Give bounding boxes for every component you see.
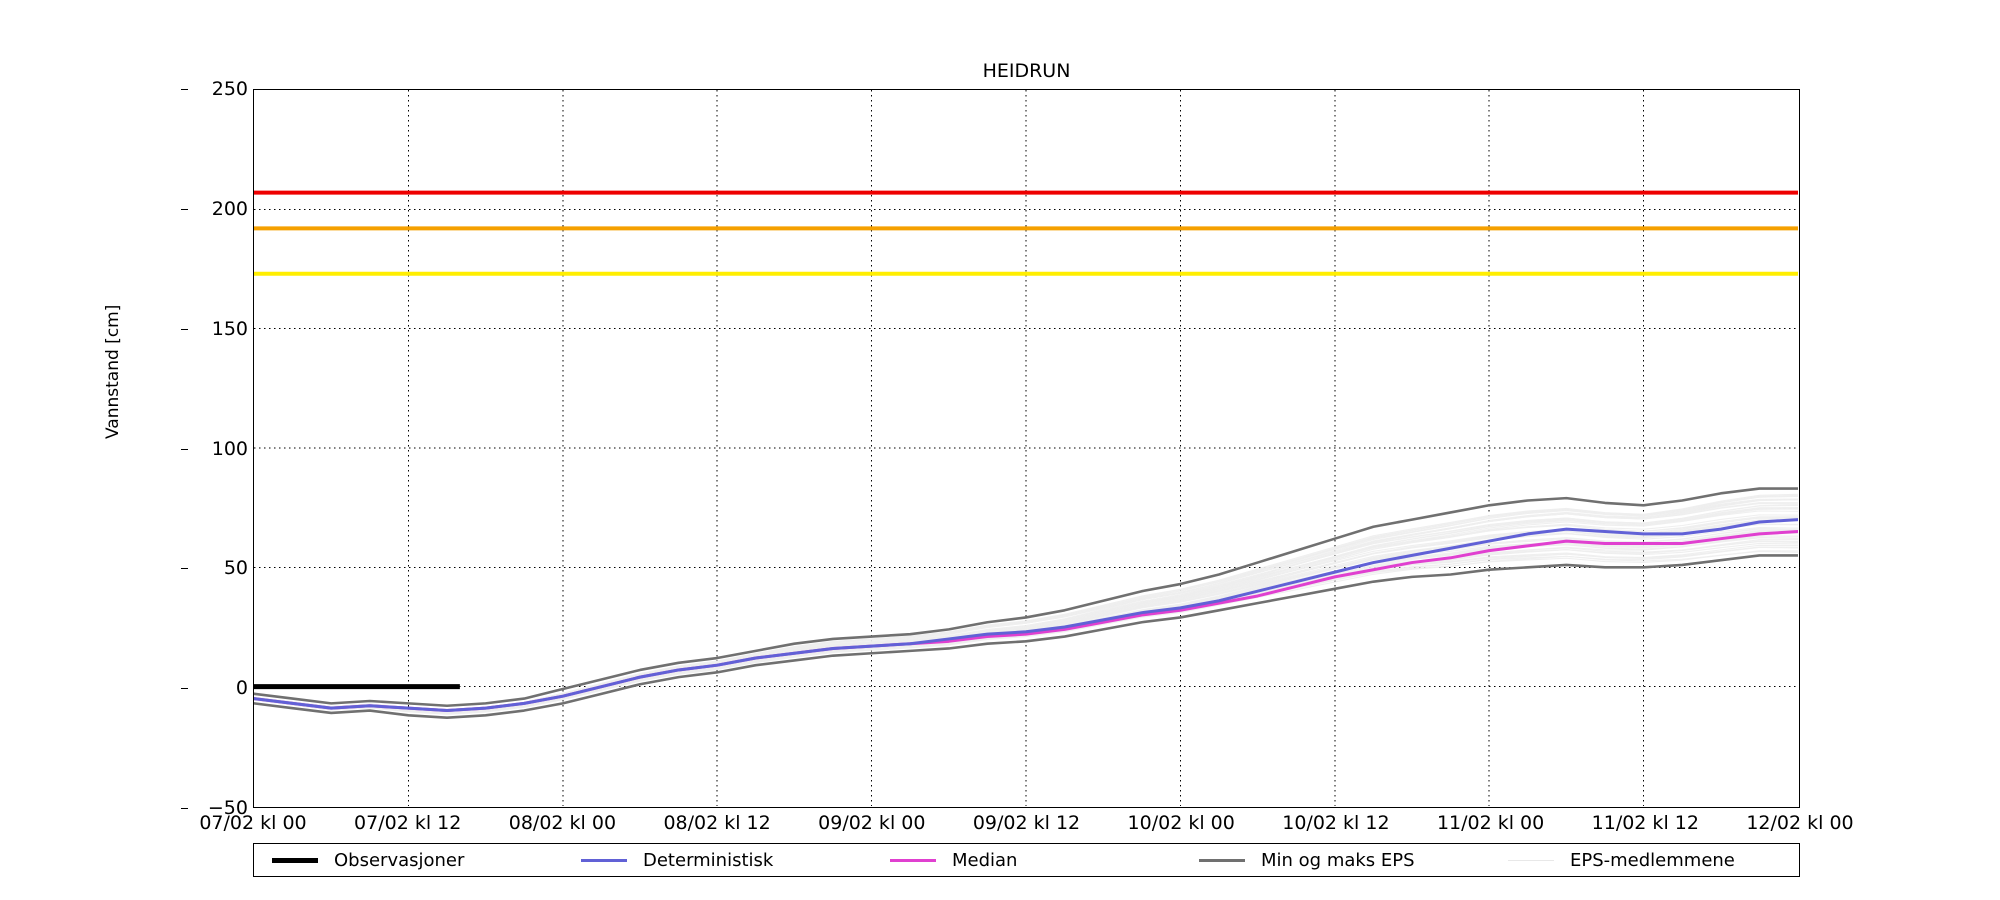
- legend-swatch-line-icon: [890, 858, 936, 862]
- x-axis-tick-label: 07/02 kl 12: [354, 812, 462, 834]
- x-axis-tick-label: 11/02 kl 12: [1591, 812, 1699, 834]
- x-axis-tick-label: 09/02 kl 12: [972, 812, 1081, 834]
- legend-item-label: Deterministisk: [643, 849, 774, 871]
- y-axis-tick-mark: [181, 208, 188, 210]
- y-axis-tick-label: −50: [181, 797, 248, 819]
- legend-item[interactable]: EPS-medlemmene: [1490, 850, 1799, 871]
- legend-item-label: Observasjoner: [334, 849, 465, 871]
- legend-swatch-line-icon: [581, 858, 627, 862]
- legend-swatch-line-icon: [272, 857, 318, 863]
- y-axis-label: Vannstand [cm]: [102, 304, 123, 439]
- plot-area: [253, 89, 1800, 808]
- chart-legend: Observasjoner Deterministisk Median Min og …: [253, 843, 1800, 877]
- chart-title: HEIDRUN: [982, 60, 1071, 82]
- legend-item[interactable]: Median: [872, 850, 1181, 871]
- x-axis-tick-label: 11/02 kl 00: [1436, 812, 1545, 834]
- legend-item[interactable]: Min og maks EPS: [1181, 850, 1490, 871]
- x-axis-tick-label: 08/02 kl 12: [663, 812, 771, 834]
- y-axis-tick-label: 50: [181, 557, 248, 579]
- x-axis-tick-label: 09/02 kl 00: [818, 812, 926, 834]
- y-axis-tick-label: 0: [181, 677, 248, 699]
- x-axis-tick-label: 07/02 kl 00: [199, 812, 307, 834]
- y-axis-tick-label: 150: [181, 318, 248, 340]
- legend-item-label: Median: [952, 849, 1018, 871]
- x-axis-tick-label: 12/02 kl 00: [1746, 812, 1854, 834]
- legend-item-label: EPS-medlemmene: [1570, 849, 1735, 871]
- x-axis-tick-label: 08/02 kl 00: [508, 812, 617, 834]
- legend-swatch-line-icon: [1199, 858, 1245, 862]
- legend-item[interactable]: Deterministisk: [563, 850, 872, 871]
- eps-envelope-line: [254, 487, 1798, 708]
- plot-clip: [254, 90, 1799, 807]
- y-axis-tick-label: 250: [181, 78, 248, 100]
- y-axis-tick-label: 100: [181, 438, 248, 460]
- y-axis-tick-mark: [181, 568, 188, 570]
- deterministic-line: [254, 518, 1798, 713]
- y-axis-tick-mark: [181, 808, 188, 809]
- legend-item-label: Min og maks EPS: [1261, 849, 1415, 871]
- eps-member-line: [254, 494, 1798, 711]
- y-axis-tick-mark: [181, 688, 188, 690]
- eps-member-line: [254, 503, 1798, 711]
- y-axis-tick-mark: [181, 89, 188, 90]
- y-axis-tick-mark: [181, 448, 188, 450]
- x-axis-tick-label: 10/02 kl 00: [1127, 812, 1235, 834]
- eps-member-line: [254, 516, 1798, 712]
- eps-envelope-line: [254, 554, 1798, 719]
- y-axis-tick-mark: [181, 328, 188, 330]
- eps-member-line: [254, 493, 1798, 712]
- x-axis-tick-label: 10/02 kl 12: [1282, 812, 1390, 834]
- plot-canvas: [254, 90, 1798, 806]
- legend-item[interactable]: Observasjoner: [254, 850, 563, 871]
- y-axis-tick-label: 200: [181, 198, 248, 220]
- legend-swatch-line-icon: [1508, 859, 1554, 861]
